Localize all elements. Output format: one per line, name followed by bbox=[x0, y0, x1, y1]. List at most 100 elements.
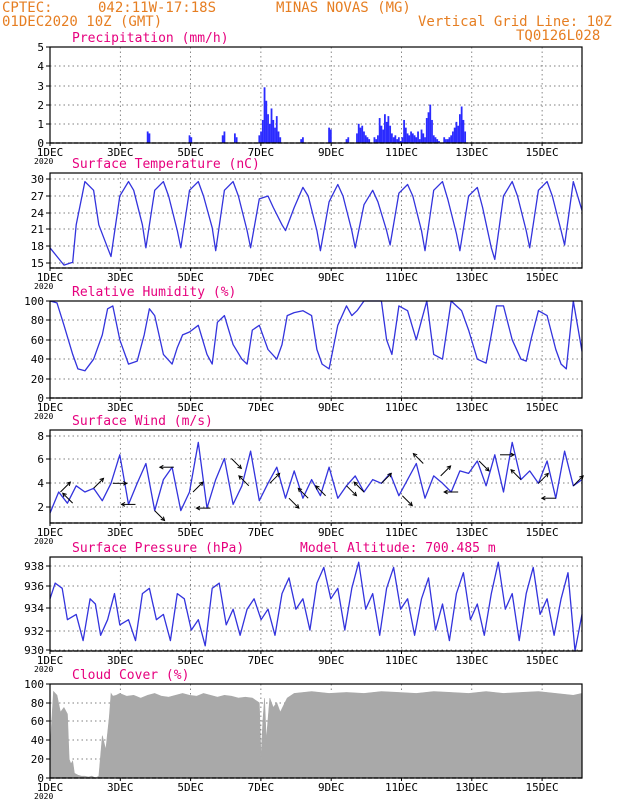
precip-bar bbox=[377, 135, 379, 143]
precip-bar bbox=[263, 87, 266, 143]
precip-bar bbox=[275, 116, 278, 143]
x-tick-label: 13DEC bbox=[455, 654, 488, 667]
y-tick-label: 21 bbox=[31, 223, 44, 236]
precip-bar bbox=[267, 114, 269, 143]
y-tick-label: 0 bbox=[37, 772, 44, 785]
precip-bar bbox=[406, 133, 409, 143]
precip-bar bbox=[415, 137, 418, 143]
precip-bar bbox=[434, 137, 437, 143]
x-tick-label: 5DEC bbox=[177, 146, 204, 159]
x-tick-label: 15DEC bbox=[526, 526, 559, 539]
wind-arrowhead bbox=[510, 468, 516, 474]
wind-arrowhead bbox=[275, 472, 281, 478]
x-tick-label: 5DEC bbox=[177, 781, 204, 794]
precip-bar bbox=[261, 119, 264, 143]
y-tick-label: 60 bbox=[31, 715, 44, 728]
x-tick-label: 9DEC bbox=[318, 271, 345, 284]
precip-bar bbox=[390, 133, 393, 143]
precip-bar bbox=[396, 139, 399, 143]
header-source: CPTEC: bbox=[2, 0, 53, 16]
precip-panel: 0 1 2 3 4 5 1DEC 3DEC 5DEC 7DEC 9DEC 11DEC 13DEC 15DE… bbox=[34, 31, 583, 166]
x-tick-label: 9DEC bbox=[318, 146, 345, 159]
temp-panel: 15 18 21 24 27 30 1DEC 3DEC 5DEC 7DEC 9DEC 11DEC 13D… bbox=[31, 157, 583, 291]
x-tick-label: 9DEC bbox=[318, 654, 345, 667]
precip-bar bbox=[148, 133, 151, 143]
precip-bar bbox=[448, 137, 451, 143]
wind-vector bbox=[353, 481, 365, 493]
wind-vector bbox=[297, 487, 309, 499]
wind-vector bbox=[538, 473, 549, 484]
precip-bar bbox=[462, 119, 465, 143]
x-tick-label: 9DEC bbox=[318, 526, 345, 539]
precip-bar bbox=[366, 137, 369, 143]
x-tick-label: 11DEC bbox=[385, 781, 418, 794]
precip-bar bbox=[375, 139, 378, 143]
precip-bar bbox=[438, 141, 440, 143]
precip-bar bbox=[408, 135, 411, 143]
precip-title: Precipitation (mm/h) bbox=[72, 31, 229, 46]
precip-bar bbox=[361, 125, 364, 143]
x-tick-label: 5DEC bbox=[177, 271, 204, 284]
y-tick-label: 938 bbox=[24, 560, 44, 573]
precip-bar bbox=[190, 137, 193, 143]
wind-vector bbox=[440, 465, 451, 477]
y-tick-label: 100 bbox=[24, 295, 44, 308]
x-tick-label: 15DEC bbox=[526, 271, 559, 284]
precip-bar bbox=[410, 131, 412, 143]
x-tick-label: 5DEC bbox=[177, 401, 204, 414]
precip-bar bbox=[446, 139, 449, 143]
x-tick-label: 3DEC bbox=[107, 401, 134, 414]
x-tick-label: 9DEC bbox=[318, 401, 345, 414]
y-tick-label: 100 bbox=[24, 678, 44, 691]
cloud-title: Cloud Cover (%) bbox=[72, 668, 189, 683]
precip-bar bbox=[382, 129, 385, 143]
x-tick-label: 7DEC bbox=[248, 271, 275, 284]
precip-bar bbox=[328, 127, 330, 143]
y-tick-label: 4 bbox=[37, 477, 44, 490]
wind-frame bbox=[49, 429, 583, 524]
y-tick-label: 6 bbox=[37, 453, 44, 466]
x-tick-label: 11DEC bbox=[385, 271, 418, 284]
y-tick-label: 30 bbox=[31, 173, 44, 186]
pres-series-line bbox=[49, 561, 583, 652]
wind-vector bbox=[346, 485, 357, 497]
wind-arrowhead bbox=[544, 472, 550, 478]
x-tick-label: 11DEC bbox=[385, 401, 418, 414]
x-tick-year-clipped: 2020 bbox=[34, 792, 53, 800]
precip-bar bbox=[431, 119, 433, 143]
wind-vector bbox=[60, 481, 71, 493]
precip-bar bbox=[401, 137, 404, 143]
wind-arrowhead bbox=[62, 492, 67, 498]
wind-arrowhead bbox=[412, 452, 418, 458]
x-tick-label: 15DEC bbox=[526, 146, 559, 159]
wind-arrowhead bbox=[387, 472, 393, 478]
x-tick-year-clipped: 2020 bbox=[34, 412, 53, 421]
wind-arrowhead bbox=[485, 466, 490, 472]
x-tick-label: 3DEC bbox=[107, 271, 134, 284]
wind-vector bbox=[413, 453, 424, 464]
precip-bar bbox=[417, 131, 419, 143]
x-tick-label: 3DEC bbox=[107, 781, 134, 794]
precip-bar bbox=[397, 137, 400, 143]
precip-bar bbox=[436, 139, 439, 143]
precip-bar bbox=[188, 135, 191, 143]
x-tick-label: 1DEC bbox=[37, 146, 64, 159]
x-tick-label: 1DEC bbox=[37, 526, 64, 539]
wind-arrowhead bbox=[99, 477, 105, 483]
precip-bar bbox=[413, 135, 416, 143]
precip-bar bbox=[221, 135, 224, 143]
wind-arrowhead bbox=[66, 481, 72, 487]
panels: 0 1 2 3 4 5 1DEC 3DEC 5DEC 7DEC 9DEC 11DEC 13DEC 15DE… bbox=[24, 31, 584, 800]
precip-bar bbox=[359, 127, 362, 143]
precip-bar bbox=[445, 139, 447, 143]
precip-bar bbox=[235, 137, 238, 143]
precip-bar bbox=[399, 141, 402, 143]
wind-vector bbox=[315, 485, 326, 497]
rh-title: Relative Humidity (%) bbox=[72, 285, 236, 300]
precip-bar bbox=[394, 135, 397, 143]
header-location: MINAS NOVAS (MG) bbox=[276, 0, 411, 16]
precip-bar bbox=[265, 100, 268, 143]
precip-bar bbox=[363, 131, 365, 143]
wind-series-line bbox=[49, 441, 583, 514]
wind-vector bbox=[62, 492, 74, 504]
